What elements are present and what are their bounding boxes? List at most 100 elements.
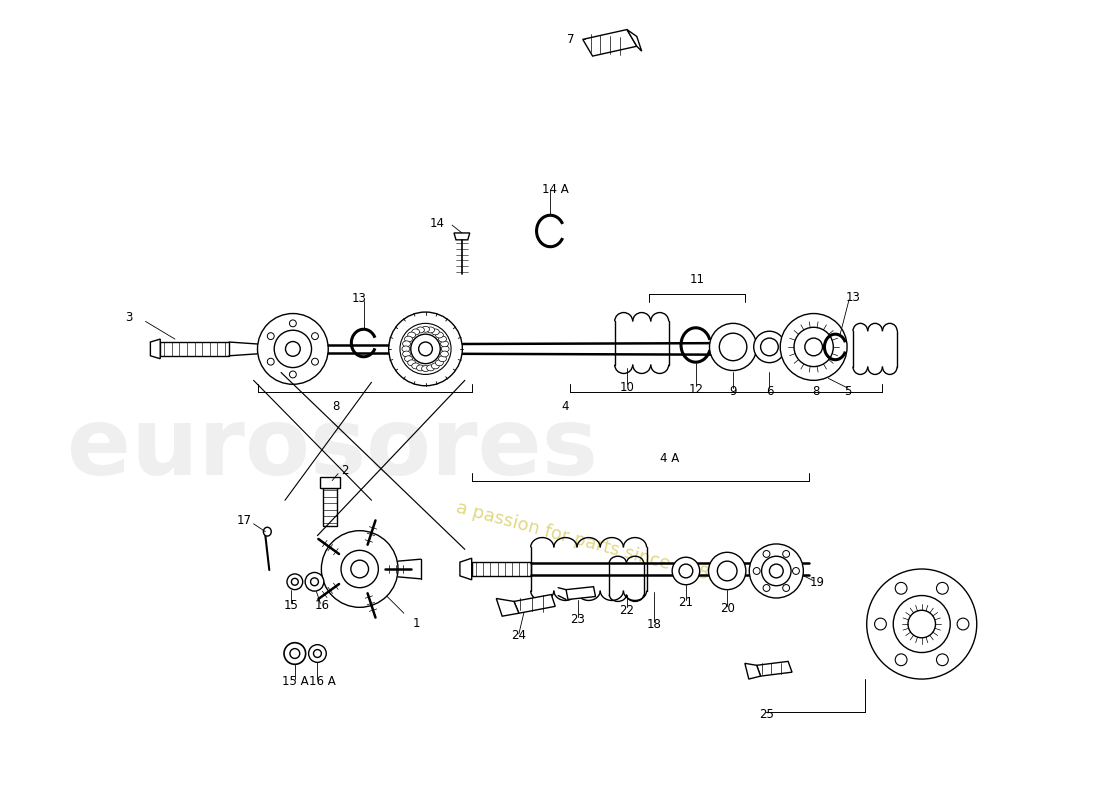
Ellipse shape	[760, 338, 779, 356]
Polygon shape	[514, 594, 556, 614]
Text: 19: 19	[810, 576, 825, 590]
Text: 18: 18	[647, 618, 662, 630]
Polygon shape	[627, 30, 641, 51]
Ellipse shape	[341, 550, 378, 588]
Text: 11: 11	[690, 273, 704, 286]
Ellipse shape	[439, 336, 447, 342]
Text: 7: 7	[568, 33, 574, 46]
Ellipse shape	[427, 365, 434, 371]
Ellipse shape	[717, 561, 737, 581]
Ellipse shape	[763, 550, 770, 558]
Text: 12: 12	[689, 382, 703, 396]
Ellipse shape	[284, 642, 306, 664]
Ellipse shape	[402, 346, 410, 352]
Ellipse shape	[874, 618, 887, 630]
Ellipse shape	[431, 363, 439, 369]
Text: 10: 10	[619, 381, 635, 394]
Text: 1: 1	[412, 617, 420, 630]
Ellipse shape	[436, 332, 443, 338]
Ellipse shape	[267, 333, 274, 339]
Polygon shape	[454, 233, 470, 240]
Ellipse shape	[292, 578, 298, 586]
Polygon shape	[323, 489, 337, 526]
Text: 14 A: 14 A	[542, 183, 569, 196]
Ellipse shape	[769, 564, 783, 578]
Ellipse shape	[405, 356, 412, 362]
Ellipse shape	[311, 333, 318, 339]
Text: 16 A: 16 A	[309, 674, 336, 687]
Text: 14: 14	[430, 217, 444, 230]
Ellipse shape	[400, 323, 451, 374]
Ellipse shape	[287, 574, 303, 590]
Ellipse shape	[289, 371, 296, 378]
Ellipse shape	[419, 342, 432, 356]
Ellipse shape	[286, 342, 300, 356]
Ellipse shape	[895, 654, 908, 666]
Ellipse shape	[411, 329, 419, 335]
Ellipse shape	[388, 312, 462, 386]
Ellipse shape	[936, 582, 948, 594]
Ellipse shape	[783, 585, 790, 591]
Polygon shape	[151, 339, 161, 358]
Text: 15 A: 15 A	[282, 674, 308, 687]
Ellipse shape	[417, 327, 425, 333]
Ellipse shape	[441, 341, 449, 346]
Ellipse shape	[761, 556, 791, 586]
Text: a passion for parts since 1985: a passion for parts since 1985	[453, 498, 722, 586]
Text: 24: 24	[512, 630, 527, 642]
Ellipse shape	[893, 595, 950, 653]
Ellipse shape	[417, 365, 425, 371]
Ellipse shape	[411, 363, 419, 369]
Text: eurosores: eurosores	[67, 403, 597, 495]
Ellipse shape	[710, 323, 757, 370]
Polygon shape	[320, 477, 340, 489]
Polygon shape	[745, 663, 760, 679]
Ellipse shape	[957, 618, 969, 630]
Polygon shape	[583, 30, 637, 56]
Ellipse shape	[908, 610, 935, 638]
Polygon shape	[460, 558, 472, 580]
Ellipse shape	[403, 341, 410, 346]
Ellipse shape	[867, 569, 977, 679]
Text: 21: 21	[679, 596, 693, 609]
Ellipse shape	[749, 544, 803, 598]
Ellipse shape	[708, 552, 746, 590]
Text: 4 A: 4 A	[660, 453, 680, 466]
Ellipse shape	[408, 332, 416, 338]
Text: 13: 13	[846, 291, 860, 304]
Text: 8: 8	[812, 385, 820, 398]
Ellipse shape	[441, 351, 449, 357]
Ellipse shape	[290, 649, 299, 658]
Text: 9: 9	[729, 385, 737, 398]
Ellipse shape	[267, 358, 274, 365]
Ellipse shape	[439, 356, 447, 362]
Ellipse shape	[257, 314, 328, 384]
Polygon shape	[566, 586, 595, 599]
Ellipse shape	[405, 336, 412, 342]
Ellipse shape	[321, 530, 398, 607]
Ellipse shape	[754, 331, 785, 362]
Ellipse shape	[421, 326, 429, 332]
Text: 13: 13	[351, 292, 366, 306]
Ellipse shape	[311, 358, 318, 365]
Ellipse shape	[780, 314, 847, 380]
Ellipse shape	[421, 366, 429, 371]
Ellipse shape	[314, 650, 321, 658]
Text: 17: 17	[236, 514, 251, 527]
Ellipse shape	[431, 329, 439, 335]
Ellipse shape	[783, 550, 790, 558]
Ellipse shape	[754, 567, 760, 574]
Ellipse shape	[763, 585, 770, 591]
Text: 22: 22	[619, 604, 635, 617]
Ellipse shape	[936, 654, 948, 666]
Ellipse shape	[289, 320, 296, 326]
Text: 20: 20	[719, 602, 735, 615]
Ellipse shape	[403, 351, 410, 357]
Text: 3: 3	[125, 311, 132, 324]
Ellipse shape	[263, 527, 272, 536]
Ellipse shape	[351, 560, 369, 578]
Ellipse shape	[410, 334, 440, 364]
Polygon shape	[161, 342, 229, 356]
Ellipse shape	[408, 360, 416, 366]
Text: 2: 2	[341, 464, 349, 478]
